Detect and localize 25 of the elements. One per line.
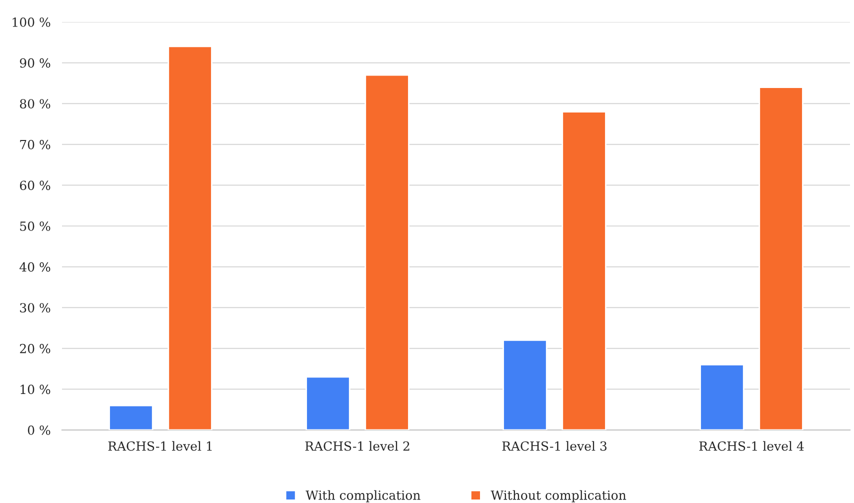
y-tick-label: 60 % [20, 180, 50, 190]
y-tick-label: 100 % [12, 17, 50, 27]
y-tick-label: 10 % [20, 384, 50, 394]
bar [700, 364, 744, 430]
legend-label: Without complication [490, 490, 626, 502]
y-tick-label: 90 % [20, 58, 50, 68]
y-tick-label: 80 % [20, 99, 50, 109]
y-tick-label: 20 % [20, 344, 50, 354]
bar [168, 46, 212, 430]
legend-label: With complication [306, 490, 420, 502]
bar [758, 86, 804, 430]
y-tick-label: 50 % [20, 221, 50, 231]
x-tick-label: RACHS-1 level 4 [699, 441, 804, 451]
y-tick-label: 70 % [20, 140, 50, 150]
y-tick-label: 0 % [28, 425, 50, 435]
x-tick-label: RACHS-1 level 2 [305, 441, 410, 451]
bar [306, 376, 350, 430]
x-tick-label: RACHS-1 level 1 [108, 441, 212, 451]
y-tick-label: 40 % [20, 262, 50, 272]
bar [364, 74, 410, 430]
x-tick-label: RACHS-1 level 3 [502, 441, 606, 451]
bar [562, 111, 606, 430]
bar [108, 404, 154, 430]
y-tick-label: 30 % [20, 303, 50, 313]
bar [502, 340, 548, 430]
